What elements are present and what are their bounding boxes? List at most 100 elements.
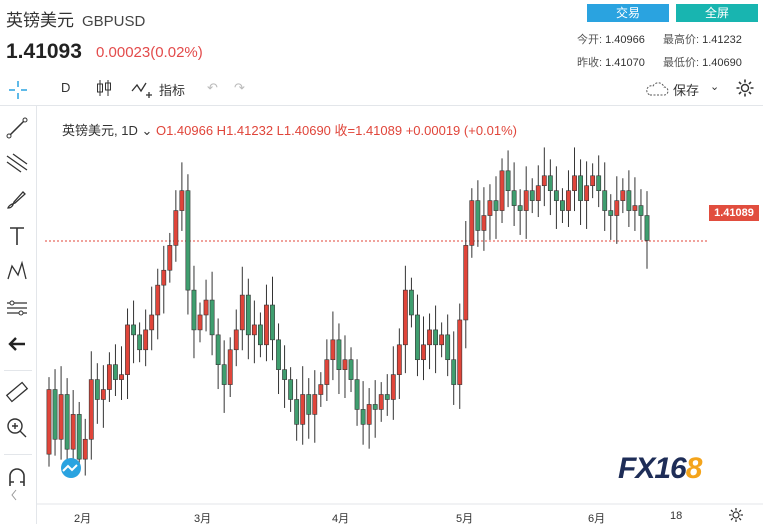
candle [547,159,553,216]
candle [560,188,565,223]
measure-lines-icon[interactable] [5,296,29,320]
candle [119,346,124,400]
trend-line-icon[interactable] [5,116,29,140]
candle [584,161,590,229]
candle-type-icon[interactable] [96,79,112,97]
candle [282,345,287,408]
candle [167,232,173,283]
candle [487,184,493,240]
cloud-icon[interactable] [645,82,669,96]
zoom-in-icon[interactable] [5,416,29,440]
instrument-name: 英镑美元 [6,11,74,30]
candle [608,194,614,240]
toolbar-divider [0,105,763,106]
text-tool-icon[interactable] [5,224,29,248]
magnet-icon[interactable] [5,466,29,490]
undo-icon[interactable]: ↶ [207,80,218,95]
candle [125,308,130,399]
ruler-icon[interactable] [5,380,29,404]
candle [52,369,58,456]
candle [638,189,644,240]
candle [336,323,342,395]
candle [342,335,348,398]
interval-selector[interactable]: D [61,80,71,95]
legend-ohlc: O1.40966 H1.41232 L1.40690 收=1.41089 +0.… [155,123,518,138]
instrument-code: GBPUSD [82,13,146,30]
candle [409,277,414,328]
candle [529,178,535,214]
fib-lines-icon[interactable] [5,152,29,176]
candle [149,286,155,351]
candle [372,380,378,438]
candle [384,374,390,416]
candle [566,170,571,227]
candlestick-chart[interactable] [37,106,763,524]
candle [396,328,402,399]
last-price: 1.41093 [6,40,82,63]
candle [209,271,215,356]
candle [276,323,281,395]
candle [155,268,161,340]
candle [264,284,269,362]
settings-gear-icon[interactable] [735,78,755,98]
candle [644,191,650,269]
candle [354,359,360,426]
legend-symbol[interactable]: 英镑美元, 1D [62,123,138,138]
candle [239,266,245,351]
save-button[interactable]: 保存 [673,83,700,98]
candle [227,337,233,397]
candle [535,165,541,218]
fullscreen-button[interactable]: 全屏 [676,4,758,22]
candle [233,309,239,367]
candle [590,163,596,199]
candle [191,265,197,359]
x-tick-apr: 4月 [332,513,350,525]
candle [421,316,426,381]
candle [251,300,257,364]
back-arrow-icon[interactable] [5,332,29,356]
candle [324,339,330,401]
indicators-button[interactable]: 指标 [159,83,186,98]
candle [463,221,469,349]
candle [505,150,511,208]
trade-button[interactable]: 交易 [587,4,669,22]
candle [511,162,517,226]
candle [602,162,608,231]
candle [312,370,318,443]
candle [197,302,203,343]
candle [481,187,487,251]
collapse-chevron-icon[interactable] [9,488,19,502]
candle [270,276,275,361]
candle [100,365,106,428]
candle [76,401,82,472]
brush-icon[interactable] [5,188,29,212]
save-chevron-down-icon[interactable]: ⌄ [710,81,720,93]
fx168-logo: FX168 [618,452,702,485]
candle [427,313,432,370]
pattern-icon[interactable] [5,260,29,284]
candle [360,381,366,445]
candle [493,176,499,239]
x-tick-feb: 2月 [74,513,92,525]
candle [330,311,336,381]
candle [457,303,463,409]
prev-close-stat: 昨收: 1.41070 [577,57,645,69]
legend-chevron-down-icon[interactable]: ⌄ [137,123,156,138]
candle [258,312,263,358]
redo-icon[interactable]: ↷ [234,80,245,95]
candle [185,174,191,315]
chart-toolbar: D 指标 ↶ ↷ 保存 ⌄ [0,72,763,105]
chart-logo-icon[interactable] [59,458,83,478]
indicators-icon[interactable] [131,79,157,99]
candle [215,318,221,390]
candle [179,162,185,231]
candle [203,279,209,332]
candle [572,147,577,212]
candle [390,346,396,420]
crosshair-icon[interactable] [8,80,28,100]
candle [433,305,438,374]
candle [173,190,179,262]
chart-legend: 英镑美元, 1D ⌄ O1.40966 H1.41232 L1.40690 收=… [62,120,517,139]
axis-settings-gear-icon[interactable] [728,507,744,523]
candle [306,378,312,439]
